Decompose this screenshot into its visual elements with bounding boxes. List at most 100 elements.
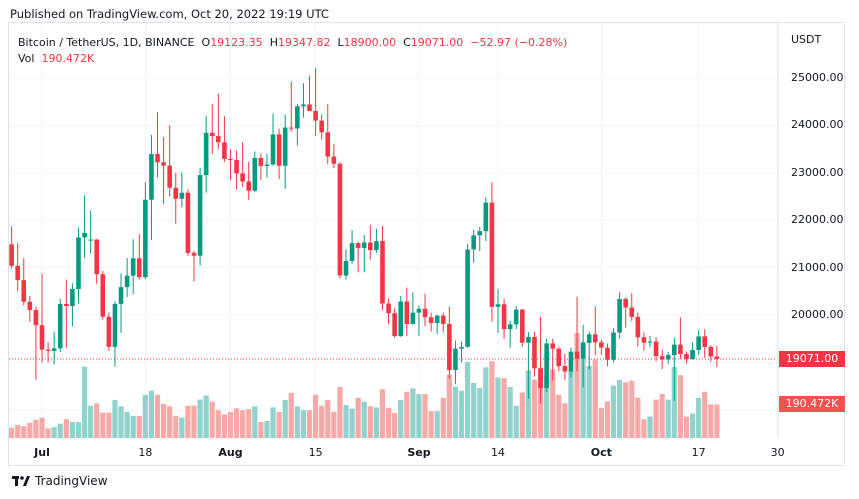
candle xyxy=(453,340,458,385)
candle-body xyxy=(39,325,45,350)
candle-body xyxy=(513,309,519,325)
candle xyxy=(313,67,318,137)
candle-body xyxy=(270,134,276,165)
candle-body xyxy=(252,158,258,191)
price-tick-label: 22000.00 xyxy=(791,213,844,227)
candle xyxy=(130,239,136,295)
volume-bar xyxy=(458,390,465,438)
candle xyxy=(118,273,124,334)
candle-body xyxy=(599,342,604,348)
volume-bar xyxy=(623,382,629,438)
volume-bar xyxy=(313,394,319,438)
volume-bar xyxy=(495,377,501,438)
candle-body xyxy=(15,265,20,281)
volume-bar xyxy=(100,412,106,438)
volume-bar xyxy=(9,427,15,438)
time-tick-label: 15 xyxy=(308,446,323,459)
candle-body xyxy=(161,162,166,166)
volume-bar xyxy=(659,394,665,438)
volume-bar xyxy=(610,385,617,438)
candle-body xyxy=(331,156,337,164)
symbol-title[interactable]: Bitcoin / TetherUS, 1D, BINANCE xyxy=(18,36,195,49)
volume-bar xyxy=(179,417,185,438)
volume-bar xyxy=(185,405,191,438)
volume-bar xyxy=(592,359,598,438)
volume-bar xyxy=(379,389,386,438)
candle-body xyxy=(574,351,580,359)
candle xyxy=(191,251,197,282)
volume-label[interactable]: Vol xyxy=(18,52,35,65)
low-value: 18900.00 xyxy=(343,36,397,49)
candle xyxy=(440,312,446,333)
volume-bar xyxy=(349,408,355,438)
high-label: H xyxy=(269,36,278,49)
candle xyxy=(228,149,233,180)
candle-body xyxy=(434,315,440,323)
candle xyxy=(471,229,476,263)
candle-body xyxy=(532,336,537,369)
volume-bar xyxy=(392,412,398,438)
candle-body xyxy=(489,202,495,307)
candle-body xyxy=(368,242,373,251)
volume-bar xyxy=(258,422,264,438)
volume-bar xyxy=(647,416,653,438)
candle xyxy=(57,298,63,352)
candle xyxy=(684,351,689,364)
volume-bar xyxy=(501,378,507,438)
candle xyxy=(143,182,148,279)
candle xyxy=(343,249,349,280)
time-tick-label: 17 xyxy=(691,446,706,459)
candle-body xyxy=(380,241,385,304)
candle-body xyxy=(276,134,282,166)
volume-bar xyxy=(227,411,234,438)
candle-body xyxy=(708,346,714,357)
candle-body xyxy=(264,164,270,166)
last-volume-tag: 190.472K xyxy=(779,396,845,412)
price-tick-label: 23000.00 xyxy=(791,165,844,179)
price-tick-label: 24000.00 xyxy=(791,118,844,132)
candle xyxy=(209,104,215,154)
volume-bar xyxy=(112,399,118,438)
volume-bar xyxy=(702,391,708,438)
candle xyxy=(398,296,404,337)
candle xyxy=(507,320,513,348)
candle xyxy=(64,279,69,349)
candle-body xyxy=(672,344,677,356)
candle xyxy=(599,339,604,355)
candle xyxy=(167,125,172,197)
candle-body xyxy=(288,127,294,129)
candle-body xyxy=(112,303,118,347)
candle-body xyxy=(94,239,100,275)
volume-bar xyxy=(270,407,276,438)
time-tick-label: Oct xyxy=(590,446,612,459)
candle xyxy=(592,306,598,356)
volume-value: 190.472K xyxy=(41,52,95,65)
candle xyxy=(477,226,483,252)
time-tick-label: Sep xyxy=(407,446,431,459)
volume-bar xyxy=(604,401,611,438)
candle-body xyxy=(556,348,562,367)
volume-bar xyxy=(197,399,203,438)
volume-bar xyxy=(136,415,142,438)
candle-body xyxy=(282,127,288,166)
candle-body xyxy=(88,239,93,241)
candle-body xyxy=(349,243,355,261)
change-value: −52.97 (−0.28%) xyxy=(470,36,568,49)
candle xyxy=(70,283,75,327)
candle xyxy=(641,332,647,351)
candle-body xyxy=(440,315,446,324)
candle-body xyxy=(629,307,635,317)
volume-bar xyxy=(598,408,604,438)
volume-bar xyxy=(398,399,404,438)
volume-bar xyxy=(428,411,434,438)
candle xyxy=(574,296,580,372)
footer-brand[interactable]: TradingView xyxy=(12,474,108,488)
candle-body xyxy=(507,324,513,330)
candle-body xyxy=(562,366,568,372)
candle-body xyxy=(343,260,349,276)
volume-bar xyxy=(568,370,574,438)
candle xyxy=(325,104,331,165)
candle xyxy=(301,83,306,118)
volume-bar xyxy=(519,392,525,438)
